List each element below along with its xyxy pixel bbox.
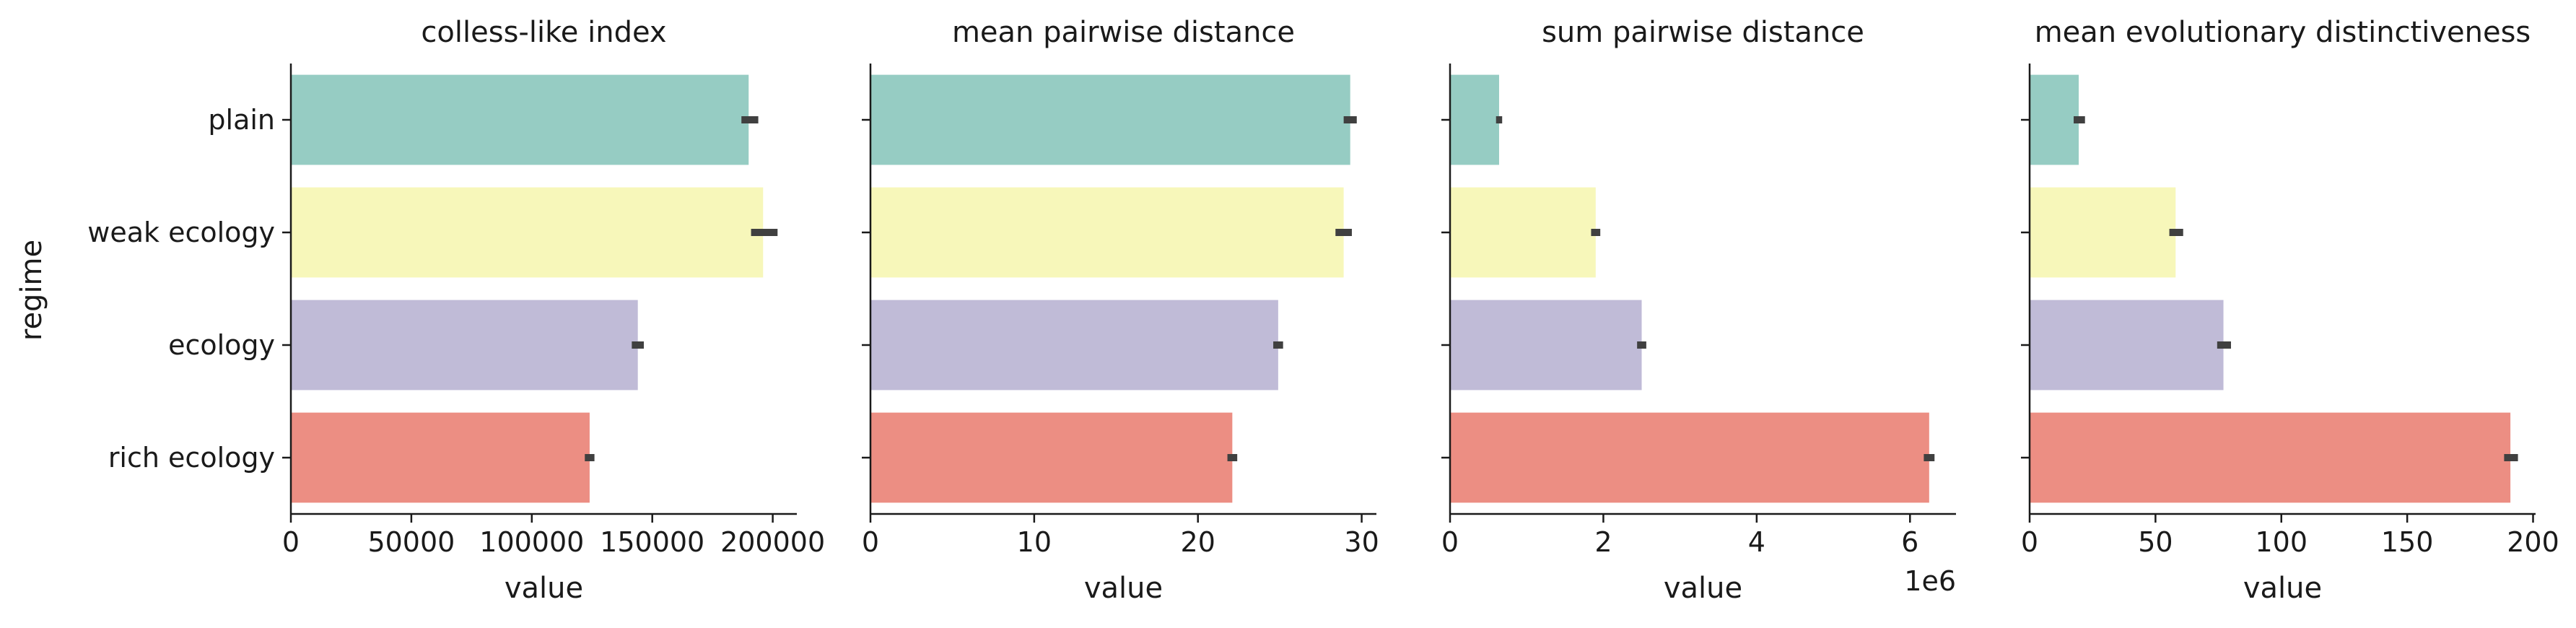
x-tick-label: 20 (1181, 526, 1215, 558)
bar-plain (2030, 74, 2079, 165)
bar-rich-ecology (2030, 412, 2511, 503)
panel-title: sum pairwise distance (1542, 16, 1864, 49)
x-tick-label: 50 (2138, 526, 2173, 558)
x-tick-label: 50000 (367, 526, 455, 558)
bar-plain (291, 74, 749, 165)
x-tick-label: 0 (2021, 526, 2038, 558)
bar-rich-ecology (870, 412, 1233, 503)
panel-title: colless-like index (421, 16, 666, 49)
y-tick-label: weak ecology (87, 217, 275, 248)
bar-weak-ecology (1450, 187, 1596, 278)
bar-weak-ecology (870, 187, 1344, 278)
x-tick-label: 100 (2255, 526, 2308, 558)
x-tick-label: 0 (862, 526, 879, 558)
bar-ecology (2030, 300, 2224, 391)
bar-ecology (1450, 300, 1642, 391)
panels: colless-like index plain weak ecology ecolo… (87, 16, 2559, 605)
x-tick-label: 200000 (720, 526, 825, 558)
bar-rich-ecology (291, 412, 590, 503)
bar-plain (870, 74, 1350, 165)
bar-ecology (291, 300, 638, 391)
panel-4: mean evolutionary distinctiveness 0 50 100 1… (2021, 16, 2559, 605)
bar-rich-ecology (1450, 412, 1929, 503)
panel-3: sum pairwise distance 0 2 4 6 value 1e6 (1441, 16, 1956, 605)
x-tick-label: 150 (2381, 526, 2434, 558)
x-tick-label: 10 (1017, 526, 1052, 558)
x-tick-label: 2 (1594, 526, 1612, 558)
bar-plain (1450, 74, 1499, 165)
x-axis-label: value (1664, 572, 1742, 605)
x-tick-label: 6 (1901, 526, 1918, 558)
y-tick-label: rich ecology (108, 442, 275, 474)
x-axis-offset-label: 1e6 (1904, 565, 1956, 597)
x-tick-label: 200 (2507, 526, 2559, 558)
x-tick-label: 150000 (600, 526, 704, 558)
x-tick-label: 0 (1441, 526, 1459, 558)
bar-weak-ecology (291, 187, 764, 278)
x-axis-label: value (1084, 572, 1163, 605)
x-axis-label: value (2243, 572, 2322, 605)
bar-weak-ecology (2030, 187, 2176, 278)
panel-1: colless-like index plain weak ecology ecolo… (87, 16, 825, 605)
panel-title: mean evolutionary distinctiveness (2035, 16, 2531, 49)
x-tick-label: 0 (282, 526, 300, 558)
x-tick-label: 30 (1344, 526, 1379, 558)
panel-2: mean pairwise distance 0 10 20 30 value (862, 16, 1379, 605)
x-tick-label: 4 (1748, 526, 1765, 558)
y-axis-label: regime (15, 240, 48, 341)
y-tick-label: ecology (168, 329, 275, 361)
y-tick-label: plain (208, 104, 275, 136)
bar-ecology (870, 300, 1278, 391)
x-axis-label: value (505, 572, 583, 605)
panel-title: mean pairwise distance (952, 16, 1295, 49)
x-tick-label: 100000 (479, 526, 584, 558)
